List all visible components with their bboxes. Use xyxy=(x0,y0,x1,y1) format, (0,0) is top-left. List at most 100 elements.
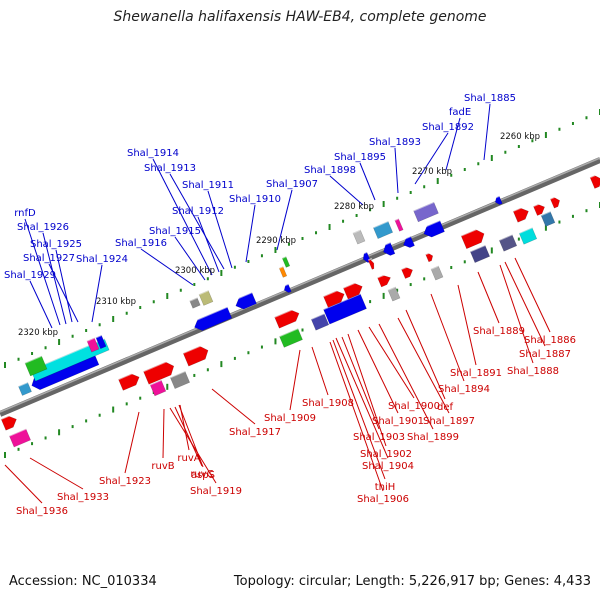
bottom-leader xyxy=(499,264,534,364)
lower-tick xyxy=(17,447,20,451)
lower-tick xyxy=(85,419,88,423)
upper-tick xyxy=(125,311,128,315)
top-gene-label: Shal_1912 xyxy=(172,206,224,217)
top-leader xyxy=(445,117,461,171)
lower-tick xyxy=(71,425,74,429)
bottom-gene-label: thiH xyxy=(375,482,396,493)
lower-tick xyxy=(301,328,304,332)
bottom-leader xyxy=(124,411,140,474)
gene-feature xyxy=(143,359,175,385)
lower-tick xyxy=(166,383,169,390)
top-leader xyxy=(245,204,256,263)
top-leader xyxy=(169,173,225,270)
upper-tick xyxy=(274,247,277,253)
upper-tick xyxy=(409,191,412,194)
bottom-gene-label: Shal_1923 xyxy=(99,476,151,487)
upper-tick xyxy=(544,132,547,138)
top-leader xyxy=(174,236,206,281)
top-leader xyxy=(48,263,79,323)
kbp-label: 2280 kbp xyxy=(334,202,374,212)
top-leader xyxy=(483,103,491,161)
gene-feature xyxy=(0,413,17,431)
bottom-leader xyxy=(162,408,165,459)
lower-tick xyxy=(247,351,250,355)
upper-tick xyxy=(315,231,318,235)
kbp-label: 2300 kbp xyxy=(175,266,215,276)
gene-feature xyxy=(9,428,31,448)
bottom-gene-label: ruvA xyxy=(177,453,200,464)
top-leader xyxy=(276,189,293,251)
top-leader xyxy=(359,162,376,201)
upper-tick xyxy=(571,122,574,125)
bottom-leader xyxy=(178,404,204,468)
bottom-leader xyxy=(4,464,43,504)
map-title: Shewanella halifaxensis HAW-EB4, complet… xyxy=(113,9,487,25)
top-gene-label: fadE xyxy=(449,107,471,118)
bottom-leader xyxy=(368,326,415,399)
gene-feature xyxy=(279,327,303,348)
top-leader xyxy=(29,280,53,329)
bottom-gene-label: ruvC xyxy=(190,469,213,480)
lower-tick xyxy=(571,214,574,218)
bottom-leader xyxy=(514,257,551,333)
upper-tick xyxy=(85,329,88,332)
bottom-gene-label: ruvB xyxy=(151,461,174,472)
top-leader xyxy=(414,132,449,185)
gene-feature xyxy=(430,265,444,281)
bottom-gene-label: Shal_1897 xyxy=(423,416,475,427)
bottom-gene-label: aspS xyxy=(191,470,215,481)
top-gene-label: Shal_1916 xyxy=(115,238,167,249)
bottom-gene-label: Shal_1933 xyxy=(57,492,109,503)
gene-feature xyxy=(533,201,545,216)
top-leader xyxy=(42,232,67,325)
top-gene-label: Shal_1892 xyxy=(422,122,474,133)
gene-feature xyxy=(377,272,391,288)
top-gene-label: Shal_1898 xyxy=(304,165,356,176)
gene-feature xyxy=(401,235,415,248)
gene-feature xyxy=(413,201,439,223)
bottom-gene-label: Shal_1899 xyxy=(407,432,459,443)
bottom-leader xyxy=(457,284,477,366)
gene-feature xyxy=(394,218,404,232)
top-leader xyxy=(197,216,220,273)
upper-tick xyxy=(247,260,250,263)
bottom-gene-label: Shal_1903 xyxy=(353,432,405,443)
top-leader xyxy=(24,218,61,326)
upper-tick xyxy=(152,300,155,304)
bottom-gene-label: Shal_1919 xyxy=(190,486,242,497)
gene-feature xyxy=(198,289,214,306)
lower-tick xyxy=(409,283,412,287)
gene-feature xyxy=(86,337,100,353)
lower-tick xyxy=(139,396,142,400)
bottom-leader xyxy=(357,329,399,414)
gene-feature xyxy=(372,220,394,239)
lower-tick xyxy=(450,266,453,269)
gene-feature xyxy=(352,229,366,245)
upper-tick xyxy=(558,127,561,131)
top-gene-label: Shal_1926 xyxy=(17,222,69,233)
upper-tick xyxy=(31,352,34,355)
upper-tick xyxy=(193,283,196,286)
upper-tick xyxy=(233,265,236,269)
gene-feature xyxy=(24,355,48,377)
upper-tick xyxy=(355,214,358,217)
bottom-gene-label: Shal_1894 xyxy=(438,384,490,395)
feature-track xyxy=(0,172,600,448)
top-gene-label: Shal_1895 xyxy=(334,152,386,163)
gene-feature xyxy=(425,251,434,263)
gene-feature xyxy=(189,297,201,309)
top-gene-label: Shal_1913 xyxy=(144,163,196,174)
upper-tick xyxy=(112,316,115,322)
upper-tick xyxy=(260,254,263,258)
bottom-gene-label: Shal_1887 xyxy=(519,349,571,360)
lower-tick xyxy=(423,277,426,281)
gene-feature xyxy=(380,241,396,256)
bottom-gene-label: Shal_1888 xyxy=(507,366,559,377)
gene-feature xyxy=(540,210,556,227)
gene-labels: 2260 kbp 2270 kbp 2280 kbp 2290 kbp 2300 kbp… xyxy=(4,93,576,517)
lower-tick xyxy=(396,288,399,292)
top-leader xyxy=(140,248,194,286)
upper-tick xyxy=(382,201,385,207)
lower-tick xyxy=(260,345,263,349)
